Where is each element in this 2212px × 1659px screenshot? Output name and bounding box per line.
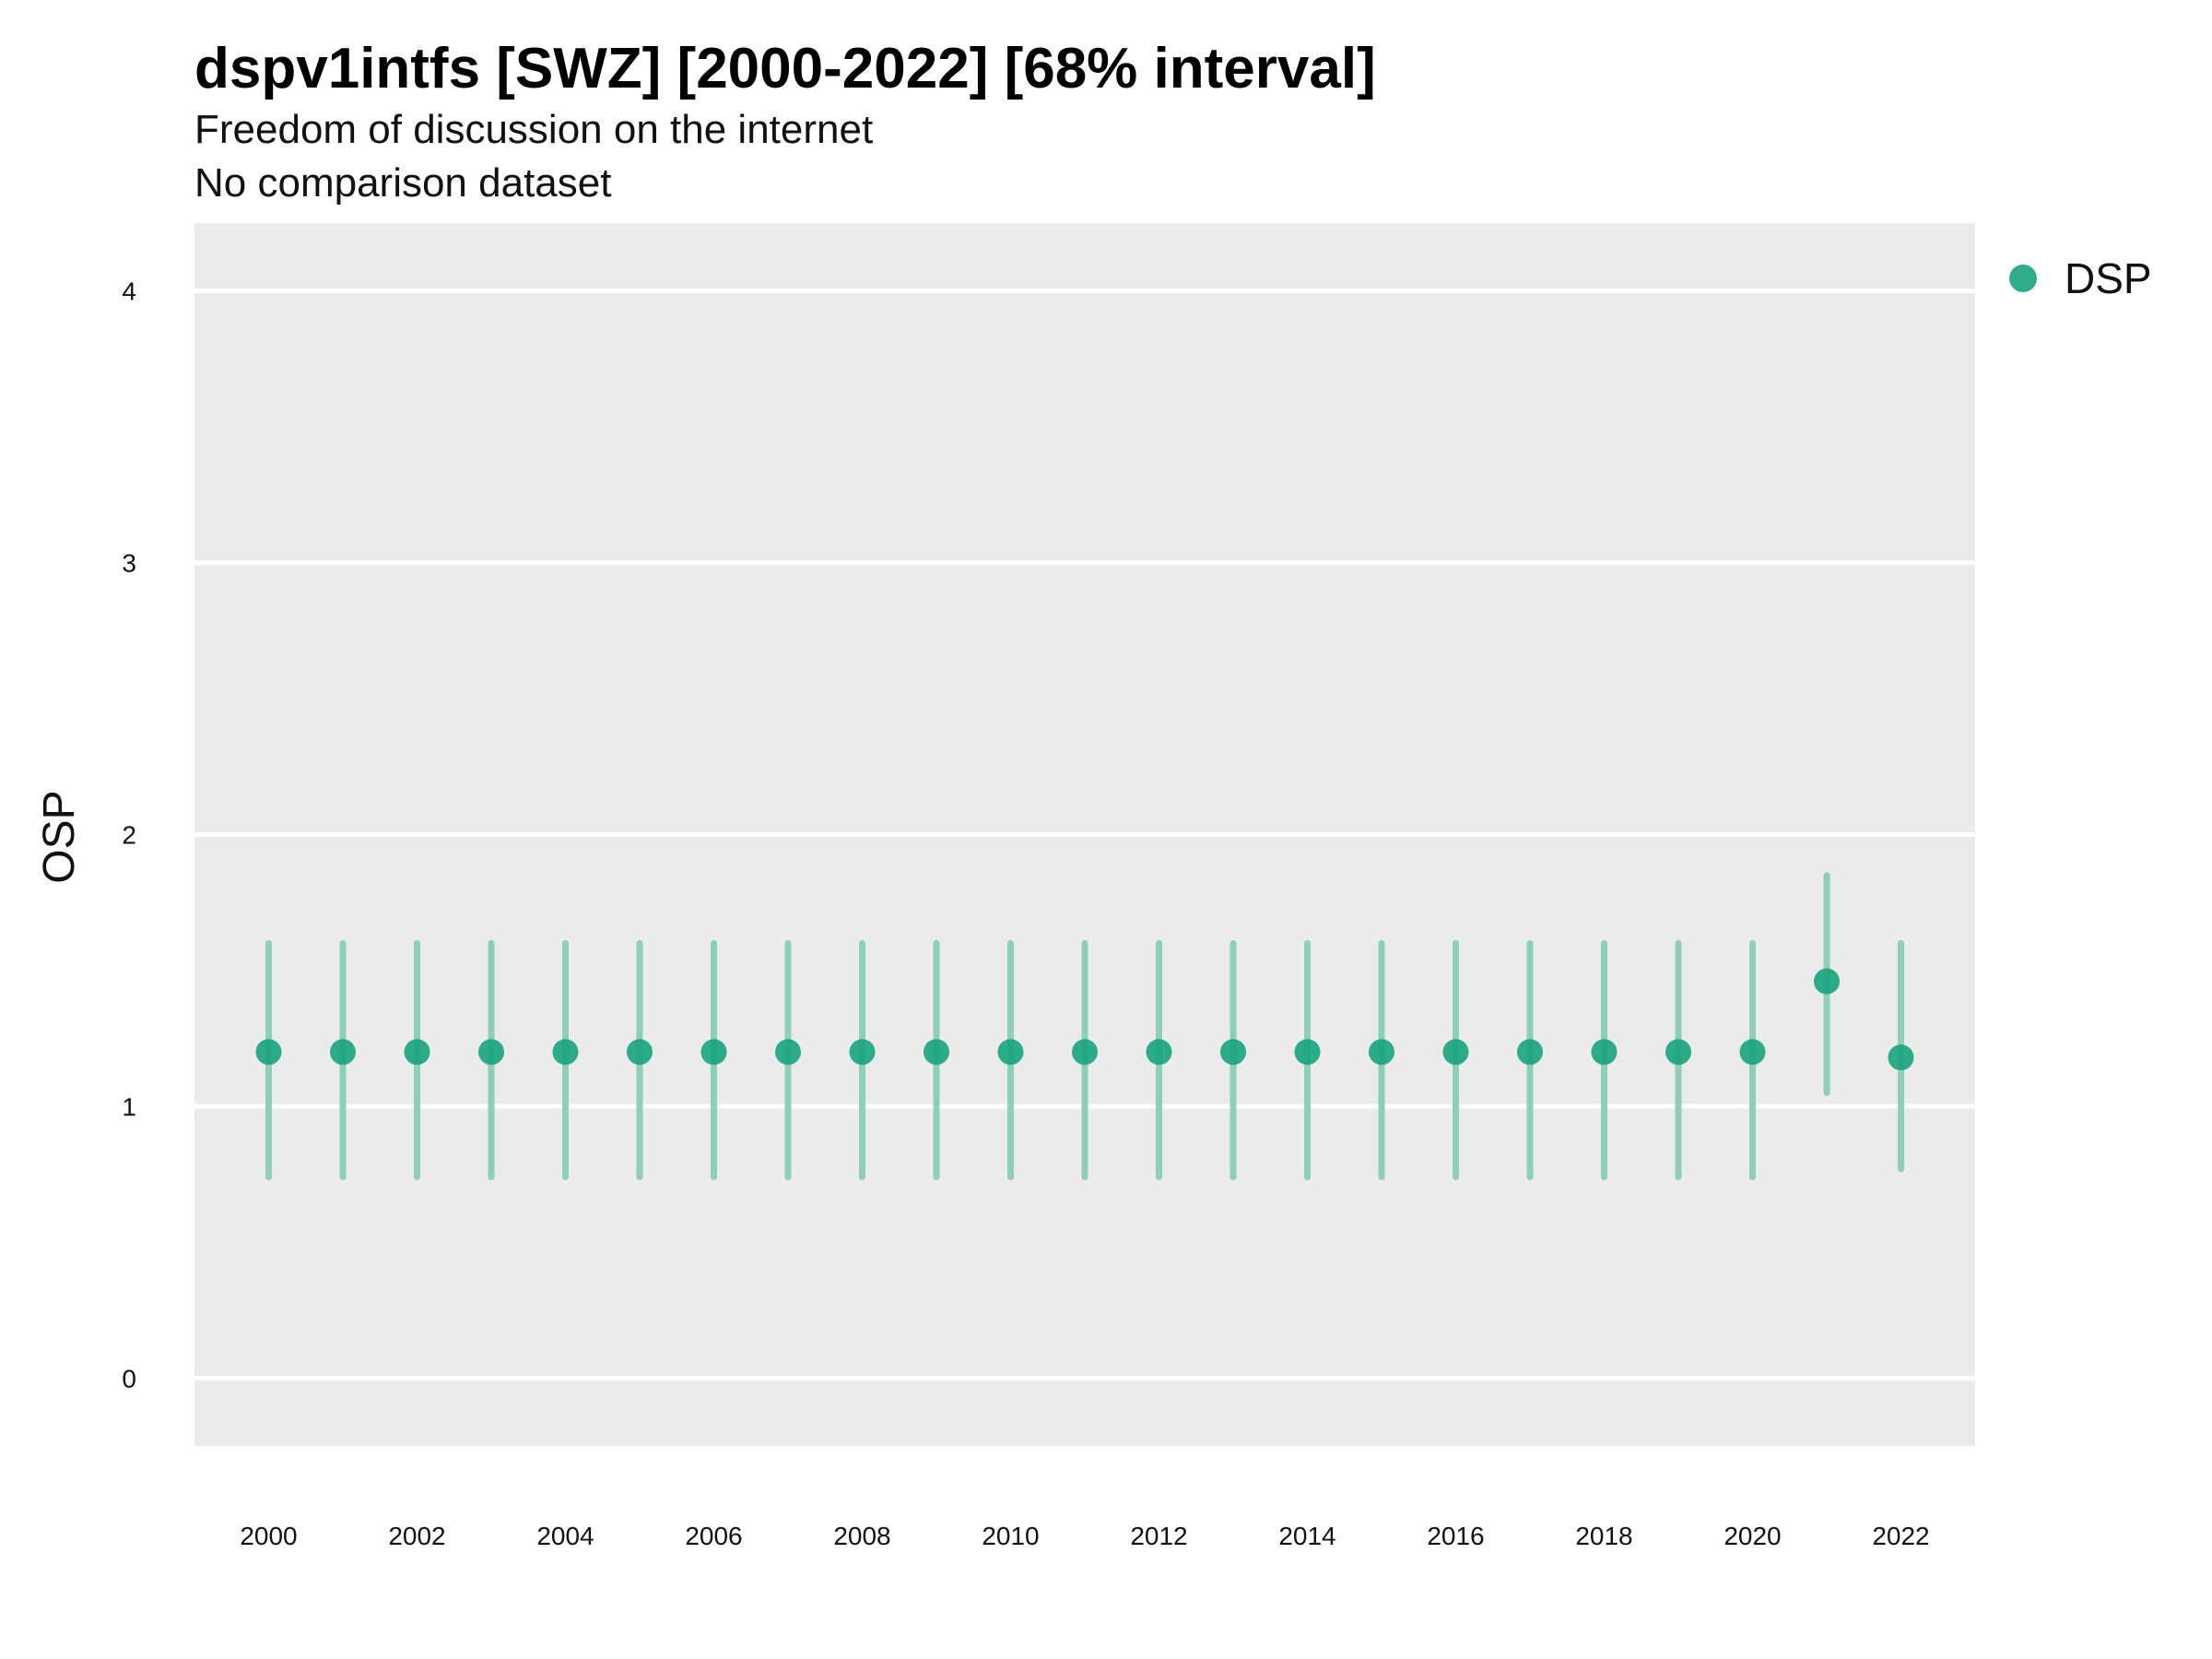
point-2015	[1369, 1039, 1394, 1065]
y-tick-label-3: 3	[122, 549, 136, 578]
x-tick-label-2010: 2010	[982, 1522, 1039, 1550]
y-tick-label-1: 1	[122, 1092, 136, 1121]
point-2001	[330, 1039, 356, 1065]
y-tick-labels: 0 1 2 3 4	[122, 277, 136, 1394]
point-2012	[1146, 1039, 1172, 1065]
point-2006	[700, 1039, 727, 1065]
x-tick-label-2004: 2004	[536, 1522, 594, 1550]
point-2002	[404, 1039, 430, 1065]
point-2010	[997, 1039, 1024, 1065]
point-2007	[775, 1039, 801, 1065]
x-tick-label-2018: 2018	[1575, 1522, 1632, 1550]
x-tick-label-2000: 2000	[240, 1522, 297, 1550]
point-2005	[627, 1039, 653, 1065]
point-2016	[1442, 1039, 1469, 1065]
x-tick-label-2016: 2016	[1427, 1522, 1484, 1550]
x-tick-label-2020: 2020	[1724, 1522, 1781, 1550]
point-2011	[1072, 1039, 1098, 1065]
point-2020	[1739, 1039, 1766, 1065]
point-2018	[1591, 1039, 1618, 1065]
point-2000	[255, 1039, 282, 1065]
point-2003	[478, 1039, 504, 1065]
point-2017	[1517, 1039, 1543, 1065]
point-2013	[1220, 1039, 1246, 1065]
x-tick-label-2012: 2012	[1130, 1522, 1187, 1550]
point-2021	[1814, 968, 1840, 994]
legend: DSP	[2009, 254, 2152, 302]
x-tick-label-2008: 2008	[833, 1522, 890, 1550]
x-tick-label-2006: 2006	[685, 1522, 742, 1550]
chart-subtitle: Freedom of discussion on the internet	[194, 107, 873, 152]
y-tick-label-2: 2	[122, 821, 136, 850]
point-2019	[1665, 1039, 1691, 1065]
point-2022	[1888, 1044, 1914, 1071]
legend-label-dsp: DSP	[2065, 254, 2152, 302]
point-2009	[924, 1039, 949, 1065]
x-tick-label-2022: 2022	[1872, 1522, 1929, 1550]
point-2004	[552, 1039, 579, 1065]
chart-title: dspv1intfs [SWZ] [2000-2022] [68% interv…	[194, 37, 1376, 100]
point-2014	[1294, 1039, 1321, 1065]
x-tick-label-2014: 2014	[1278, 1522, 1335, 1550]
y-axis-title: OSP	[35, 790, 84, 883]
legend-marker-dsp	[2009, 265, 2037, 292]
x-tick-label-2002: 2002	[388, 1522, 445, 1550]
y-tick-label-4: 4	[122, 277, 136, 306]
x-tick-labels: 2000 2002 2004 2006 2008 2010 2012 2014 2016 2018…	[240, 1522, 1929, 1550]
y-tick-label-0: 0	[122, 1364, 136, 1393]
chart-caption: No comparison dataset	[194, 160, 611, 206]
point-2008	[849, 1039, 876, 1065]
data-points	[255, 968, 1914, 1071]
